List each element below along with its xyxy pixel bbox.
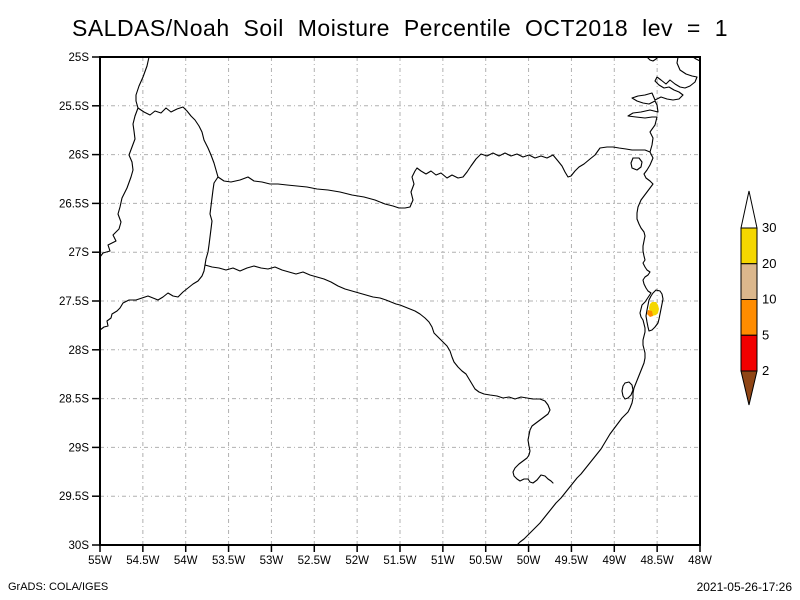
x-tick-label: 55W: [88, 555, 112, 567]
x-tick-label: 51.5W: [383, 555, 416, 567]
y-tick-label: 25.5S: [59, 101, 89, 113]
y-tick-label: 28.5S: [59, 394, 89, 406]
plot-frame: [99, 56, 701, 546]
colorbar-label: 5: [762, 327, 769, 342]
y-tick-label: 30S: [69, 540, 90, 552]
y-tick-label: 28S: [69, 345, 90, 357]
map-outline-santa-catarina-island: [645, 289, 664, 332]
colorbar-segment: [740, 227, 758, 265]
anomaly-cell: [647, 310, 653, 317]
x-tick-label: 49.5W: [555, 555, 588, 567]
y-tick-label: 27S: [69, 247, 90, 259]
map-outline-sc-west-border: [204, 176, 219, 266]
colorbar-label: 30: [762, 220, 776, 235]
x-tick-label: 53.5W: [212, 555, 245, 567]
chart-title: SALDAS/Noah Soil Moisture Percentile OCT…: [71, 15, 729, 41]
map-outline-lagoon: [621, 381, 634, 400]
colorbar-arrow-down: [740, 370, 758, 406]
grads-credit: GrADS: COLA/IGES: [8, 581, 109, 593]
x-tick-label: 49W: [602, 555, 626, 567]
colorbar-segment: [740, 334, 758, 372]
colorbar-segment: [740, 263, 758, 300]
map-outline-pr-sc-border: [217, 146, 651, 209]
y-tick-label: 29.5S: [59, 491, 89, 503]
x-tick-label: 51W: [431, 555, 455, 567]
colorbar-label: 10: [762, 292, 776, 307]
map-outline-parana-river: [99, 56, 150, 258]
timestamp: 2021-05-26-17:26: [696, 580, 792, 594]
x-tick-label: 48W: [688, 555, 712, 567]
colorbar-label: 2: [762, 363, 769, 378]
x-tick-label: 53W: [260, 555, 284, 567]
x-tick-label: 48.5W: [641, 555, 674, 567]
map-outline-coastline: [516, 56, 698, 546]
x-tick-label: 52.5W: [298, 555, 331, 567]
map-outline-iguacu-river: [137, 106, 219, 178]
x-tick-label: 50W: [517, 555, 541, 567]
y-tick-label: 29S: [69, 442, 90, 454]
y-tick-label: 26S: [69, 150, 90, 162]
y-tick-label: 26.5S: [59, 198, 89, 210]
map-outline-coastal-islet: [630, 157, 643, 171]
map-outline-coastline-top-inlet: [646, 56, 659, 62]
map-outline-uruguai-river-rs-border: [99, 264, 554, 484]
colorbar-arrow-up: [740, 190, 758, 229]
colorbar-label: 20: [762, 256, 776, 271]
x-tick-label: 54W: [174, 555, 198, 567]
x-tick-label: 52W: [345, 555, 369, 567]
y-tick-label: 25S: [69, 52, 90, 64]
y-tick-label: 27.5S: [59, 296, 89, 308]
x-tick-label: 50.5W: [469, 555, 502, 567]
x-tick-label: 54.5W: [126, 555, 159, 567]
colorbar-segment: [740, 299, 758, 336]
